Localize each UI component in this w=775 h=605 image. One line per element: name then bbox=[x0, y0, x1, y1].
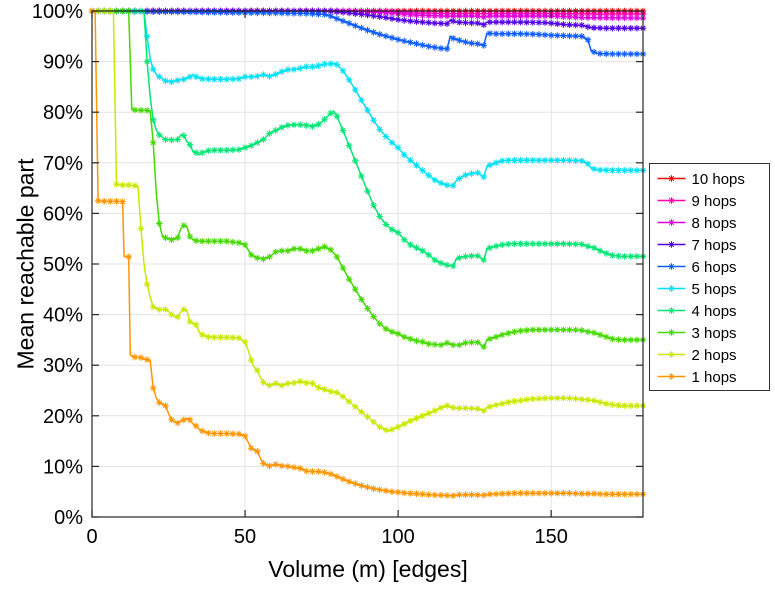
legend-marker-1-hops bbox=[668, 373, 675, 380]
legend-label-1-hops: 1 hops bbox=[692, 369, 737, 386]
legend-label-2-hops: 2 hops bbox=[692, 347, 737, 364]
x-axis-label: Volume (m) [edges] bbox=[268, 556, 468, 582]
series-markers-3-hops bbox=[88, 7, 647, 351]
series-line-2-hops bbox=[92, 10, 643, 432]
legend-label-7-hops: 7 hops bbox=[692, 237, 737, 254]
legend-label-3-hops: 3 hops bbox=[692, 325, 737, 342]
x-tick-label: 150 bbox=[534, 526, 567, 548]
legend-label-6-hops: 6 hops bbox=[692, 259, 737, 276]
y-tick-label: 60% bbox=[43, 203, 83, 225]
series-line-5-hops bbox=[92, 10, 643, 187]
legend-label-10-hops: 10 hops bbox=[692, 171, 745, 188]
series-markers-4-hops bbox=[88, 7, 647, 270]
y-tick-label: 80% bbox=[43, 102, 83, 124]
legend-label-9-hops: 9 hops bbox=[692, 193, 737, 210]
legend-label-8-hops: 8 hops bbox=[692, 215, 737, 232]
series-line-4-hops bbox=[92, 10, 643, 267]
legend-marker-4-hops bbox=[668, 307, 675, 314]
legend-marker-7-hops bbox=[668, 241, 675, 248]
y-tick-label: 90% bbox=[43, 52, 83, 74]
y-tick-label: 10% bbox=[43, 456, 83, 478]
y-tick-label: 100% bbox=[32, 1, 83, 23]
legend-marker-10-hops bbox=[668, 175, 675, 182]
y-tick-label: 70% bbox=[43, 153, 83, 175]
y-tick-label: 40% bbox=[43, 305, 83, 327]
series-markers-2-hops bbox=[88, 7, 647, 434]
legend-marker-3-hops bbox=[668, 329, 675, 336]
legend-label-5-hops: 5 hops bbox=[692, 281, 737, 298]
x-tick-label: 0 bbox=[86, 526, 97, 548]
y-tick-label: 50% bbox=[43, 254, 83, 276]
y-tick-label: 0% bbox=[54, 507, 83, 529]
legend-marker-5-hops bbox=[668, 285, 675, 292]
legend-label-4-hops: 4 hops bbox=[692, 303, 737, 320]
x-tick-label: 50 bbox=[234, 526, 256, 548]
legend-marker-8-hops bbox=[668, 219, 675, 226]
y-tick-label: 20% bbox=[43, 406, 83, 428]
legend-marker-9-hops bbox=[668, 197, 675, 204]
y-tick-label: 30% bbox=[43, 355, 83, 377]
legend-marker-6-hops bbox=[668, 263, 675, 270]
legend-marker-2-hops bbox=[668, 351, 675, 358]
x-tick-label: 100 bbox=[381, 526, 414, 548]
